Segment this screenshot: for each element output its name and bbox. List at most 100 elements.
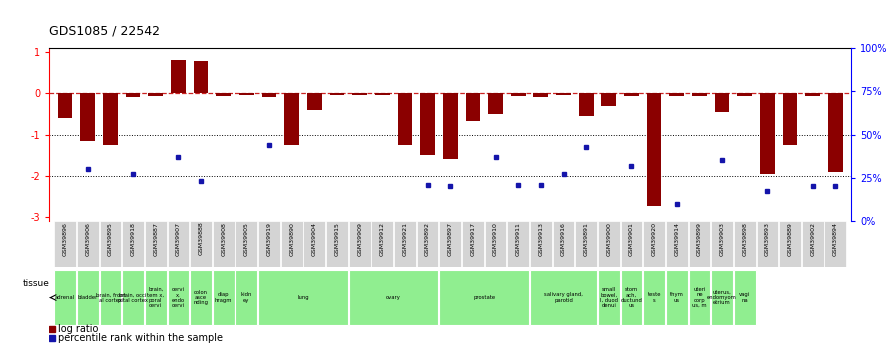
FancyBboxPatch shape xyxy=(756,221,779,267)
Text: GSM39902: GSM39902 xyxy=(810,222,815,256)
Text: GSM39899: GSM39899 xyxy=(697,222,702,256)
FancyBboxPatch shape xyxy=(575,221,597,267)
Text: salivary gland,
parotid: salivary gland, parotid xyxy=(544,292,583,303)
Bar xyxy=(466,93,480,121)
Text: GSM39915: GSM39915 xyxy=(334,222,340,256)
Text: GSM39903: GSM39903 xyxy=(719,222,725,256)
FancyBboxPatch shape xyxy=(190,270,212,325)
Text: GSM39889: GSM39889 xyxy=(788,222,793,256)
Text: GSM39920: GSM39920 xyxy=(651,222,657,256)
FancyBboxPatch shape xyxy=(688,270,711,325)
Bar xyxy=(149,93,163,96)
FancyBboxPatch shape xyxy=(666,221,687,267)
Text: GSM39894: GSM39894 xyxy=(833,222,838,256)
Bar xyxy=(579,93,593,116)
FancyBboxPatch shape xyxy=(258,270,348,325)
Text: GSM39887: GSM39887 xyxy=(153,222,159,256)
Bar xyxy=(760,93,775,174)
Text: GSM39890: GSM39890 xyxy=(289,222,294,256)
Text: GSM39910: GSM39910 xyxy=(493,222,498,256)
Text: tissue: tissue xyxy=(23,279,50,288)
FancyBboxPatch shape xyxy=(145,221,167,267)
Text: GSM39906: GSM39906 xyxy=(85,222,90,256)
FancyBboxPatch shape xyxy=(417,221,438,267)
FancyBboxPatch shape xyxy=(734,270,755,325)
FancyBboxPatch shape xyxy=(236,270,257,325)
Text: GSM39919: GSM39919 xyxy=(266,222,271,256)
Text: GSM39914: GSM39914 xyxy=(675,222,679,256)
Text: GSM39896: GSM39896 xyxy=(63,222,67,256)
FancyBboxPatch shape xyxy=(77,221,99,267)
FancyBboxPatch shape xyxy=(349,221,371,267)
Bar xyxy=(783,93,797,145)
Text: GSM39898: GSM39898 xyxy=(742,222,747,256)
FancyBboxPatch shape xyxy=(190,221,212,267)
Text: stom
ach,
ductund
us: stom ach, ductund us xyxy=(621,287,642,308)
Text: GDS1085 / 22542: GDS1085 / 22542 xyxy=(49,24,160,37)
Text: kidn
ey: kidn ey xyxy=(241,292,252,303)
Text: GSM39900: GSM39900 xyxy=(607,222,611,256)
FancyBboxPatch shape xyxy=(326,221,348,267)
FancyBboxPatch shape xyxy=(688,221,711,267)
FancyBboxPatch shape xyxy=(734,221,755,267)
Text: ovary: ovary xyxy=(386,295,401,300)
FancyBboxPatch shape xyxy=(304,221,325,267)
Bar xyxy=(375,93,390,95)
Text: GSM39908: GSM39908 xyxy=(221,222,226,256)
FancyBboxPatch shape xyxy=(77,270,99,325)
Bar xyxy=(443,93,458,159)
FancyBboxPatch shape xyxy=(621,270,642,325)
Text: percentile rank within the sample: percentile rank within the sample xyxy=(58,333,223,343)
Text: log ratio: log ratio xyxy=(58,324,99,334)
Bar xyxy=(647,93,661,206)
Bar xyxy=(556,93,571,95)
Text: brain, front
al cortex: brain, front al cortex xyxy=(96,292,125,303)
FancyBboxPatch shape xyxy=(530,221,552,267)
FancyBboxPatch shape xyxy=(485,221,506,267)
Text: GSM39918: GSM39918 xyxy=(131,222,135,256)
FancyBboxPatch shape xyxy=(507,221,529,267)
Bar xyxy=(715,93,729,112)
Text: GSM39888: GSM39888 xyxy=(199,222,203,256)
FancyBboxPatch shape xyxy=(99,270,121,325)
FancyBboxPatch shape xyxy=(666,270,687,325)
FancyBboxPatch shape xyxy=(258,221,280,267)
FancyBboxPatch shape xyxy=(643,270,665,325)
Bar xyxy=(533,93,548,97)
FancyBboxPatch shape xyxy=(598,270,620,325)
Text: brain,
tem x,
poral
cervi: brain, tem x, poral cervi xyxy=(147,287,164,308)
Text: GSM39916: GSM39916 xyxy=(561,222,566,256)
Bar xyxy=(216,93,231,96)
FancyBboxPatch shape xyxy=(213,221,235,267)
FancyBboxPatch shape xyxy=(145,270,167,325)
FancyBboxPatch shape xyxy=(236,221,257,267)
Text: GSM39909: GSM39909 xyxy=(358,222,362,256)
FancyBboxPatch shape xyxy=(711,270,733,325)
Text: GSM39917: GSM39917 xyxy=(470,222,476,256)
FancyBboxPatch shape xyxy=(439,270,529,325)
FancyBboxPatch shape xyxy=(439,221,461,267)
Bar xyxy=(806,93,820,96)
Bar xyxy=(737,93,752,96)
Bar xyxy=(284,93,299,145)
Bar xyxy=(81,93,95,141)
Bar xyxy=(511,93,526,96)
Text: GSM39911: GSM39911 xyxy=(516,222,521,256)
FancyBboxPatch shape xyxy=(462,221,484,267)
Bar xyxy=(398,93,412,145)
FancyBboxPatch shape xyxy=(621,221,642,267)
Bar xyxy=(669,93,685,96)
Text: GSM39907: GSM39907 xyxy=(176,222,181,256)
FancyBboxPatch shape xyxy=(394,221,416,267)
FancyBboxPatch shape xyxy=(824,221,846,267)
Bar xyxy=(420,93,435,155)
Bar xyxy=(57,93,73,118)
Text: vagi
na: vagi na xyxy=(739,292,750,303)
FancyBboxPatch shape xyxy=(122,221,144,267)
Bar xyxy=(262,93,276,97)
FancyBboxPatch shape xyxy=(711,221,733,267)
Text: uteri
ne
corp
us, m: uteri ne corp us, m xyxy=(692,287,707,308)
Text: GSM39921: GSM39921 xyxy=(402,222,408,256)
FancyBboxPatch shape xyxy=(530,270,597,325)
Text: colon
asce
nding: colon asce nding xyxy=(194,290,209,305)
